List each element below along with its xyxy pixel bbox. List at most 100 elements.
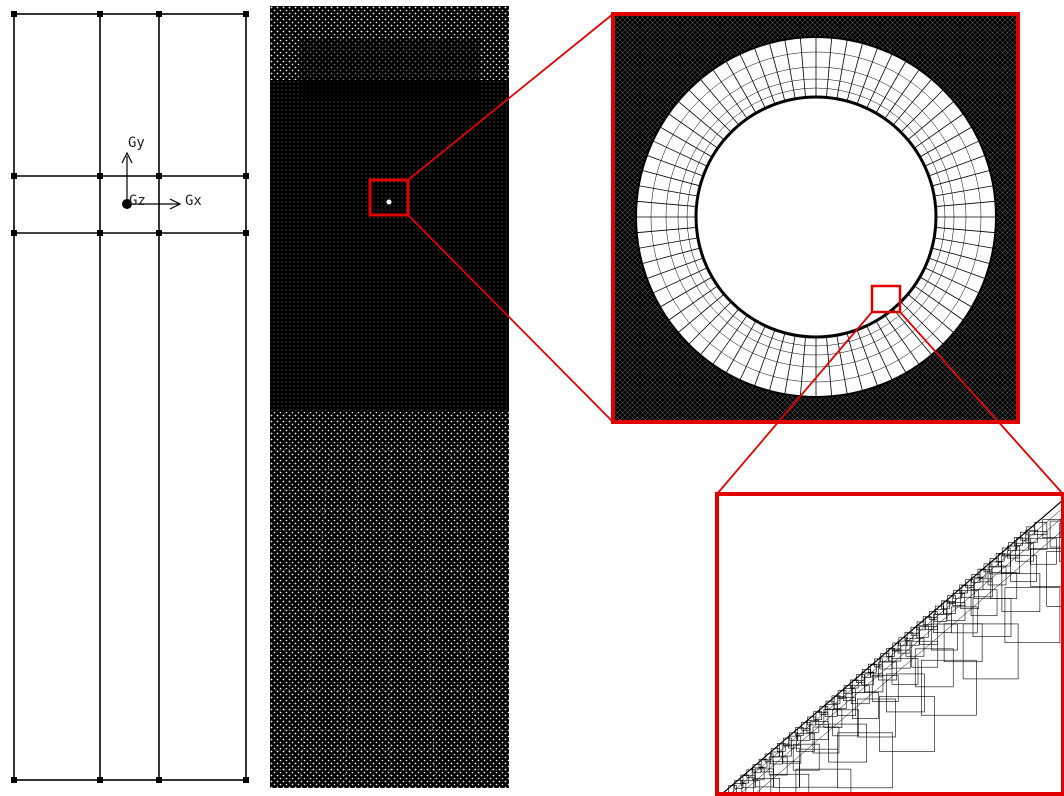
wall-mesh-cell — [1004, 587, 1061, 643]
origin-marker — [122, 199, 132, 209]
wall-mesh-cell — [953, 589, 962, 599]
wall-mesh-cell — [1010, 555, 1037, 582]
wall-mesh-cell — [995, 552, 1005, 562]
wall-mesh-cell — [1007, 542, 1017, 552]
wall-mesh-cell — [831, 695, 841, 705]
wall-inset-frame — [715, 492, 1064, 796]
wall-mesh-cell — [792, 743, 820, 771]
wall-mesh-cell — [783, 737, 792, 747]
wall-mesh-cell — [768, 756, 788, 776]
wall-mesh-cell — [789, 732, 798, 742]
wall-mesh-cell — [1026, 526, 1035, 536]
wall-cells — [728, 519, 1063, 794]
cylinder-mesh-inset — [611, 12, 1020, 424]
wall-mesh-cell — [1015, 542, 1034, 562]
wall-mesh-cell — [795, 727, 804, 736]
wall-mesh-cell — [1001, 547, 1011, 557]
wall-mesh-cell — [849, 679, 859, 689]
wall-mesh-cell — [779, 743, 792, 757]
wall-mesh-cell — [770, 751, 783, 765]
wall-mesh-cell — [1030, 548, 1063, 587]
wall-mesh-cell — [782, 744, 802, 764]
wall-mesh-cell — [1049, 520, 1063, 548]
wall-mesh-cell — [852, 692, 879, 719]
wall-mesh-cell — [897, 640, 911, 654]
wall-mesh-cell — [880, 653, 889, 662]
wall-mesh-cell — [1025, 529, 1039, 543]
wall-mesh-cell — [843, 684, 853, 694]
wall-mesh-cell — [801, 721, 810, 731]
wall-mesh-cell — [752, 764, 762, 773]
wall-mesh-cell — [843, 688, 856, 701]
mesh-dense-core — [270, 80, 509, 410]
wall-mesh-cell — [950, 606, 978, 634]
wall-mesh-cell — [864, 673, 884, 693]
wall-mesh-cell — [891, 658, 919, 685]
wall-mesh-cell — [796, 732, 815, 752]
wall-mesh-cell — [832, 709, 860, 737]
wall-mesh-cell — [979, 569, 993, 583]
domain-mesh-panel — [270, 6, 509, 788]
wall-mesh-cell — [1016, 537, 1029, 551]
wall-mesh-cell — [922, 616, 932, 625]
wall-mesh-cell — [828, 723, 867, 763]
wall-mesh-cell — [934, 609, 947, 622]
wall-mesh-cell — [915, 624, 929, 638]
wall-mesh-cell — [1014, 537, 1023, 546]
wall-mesh-cell — [837, 732, 894, 789]
wall-mesh-cell — [946, 602, 966, 621]
wall-mesh-cell — [916, 621, 926, 631]
wall-mesh-cell — [971, 574, 981, 583]
wall-mesh-cell — [914, 648, 954, 688]
wall-mesh-cell — [970, 589, 998, 617]
wall-mesh-cell — [862, 669, 871, 678]
cylinder-location-marker — [386, 199, 392, 205]
wall-mesh-cell — [910, 626, 920, 636]
wall-mesh-cell — [1059, 523, 1063, 562]
wall-mesh-cell — [959, 584, 968, 594]
wall-mesh-cell — [947, 595, 956, 604]
wall-mesh-cell — [815, 712, 829, 725]
wall-mesh-inset — [715, 492, 1064, 796]
wall-mesh-cell — [751, 767, 765, 781]
wall-mesh-cell — [770, 748, 780, 757]
wall-mesh-cell — [911, 640, 939, 668]
wall-mesh-cell — [742, 775, 756, 789]
wall-mesh-cell — [1001, 573, 1041, 612]
zoom-connectors-2 — [716, 311, 1064, 495]
wall-mesh-cell — [987, 566, 1007, 586]
wall-mesh-cell — [962, 623, 1019, 680]
inset-frame — [611, 12, 1020, 424]
zoom-box-cylinder — [368, 178, 410, 217]
wall-mesh-cell — [868, 663, 877, 673]
wall-mesh-cell — [788, 735, 801, 749]
wall-mesh-cell — [886, 673, 925, 713]
wall-mesh-cell — [898, 637, 908, 647]
wall-mesh-cell — [965, 579, 975, 588]
wall-mesh-cell — [753, 778, 780, 794]
wall-mesh-cell — [734, 780, 743, 789]
wall-mesh-cell — [952, 593, 966, 606]
wall-mesh-cell — [988, 561, 1002, 575]
wall-mesh-cell — [797, 727, 811, 741]
wall-mesh-cell — [825, 700, 835, 710]
domain-outline — [13, 13, 247, 781]
wall-mesh-cell — [861, 672, 874, 686]
wall-mesh-cell — [837, 697, 856, 716]
axis-triad: Gy Gz Gx — [121, 135, 202, 210]
wall-mesh-cell — [1046, 551, 1063, 607]
wall-mesh-cell — [943, 601, 956, 614]
wall-mesh-cell — [972, 598, 1012, 637]
wall-mesh-cell — [733, 783, 747, 794]
wall-mesh-cell — [1042, 519, 1062, 538]
wall-mesh-cell — [919, 626, 938, 645]
zoom-box-wall — [870, 284, 902, 314]
wall-mesh-cell — [878, 661, 897, 681]
axis-label-gy: Gy — [128, 135, 145, 151]
wall-mesh-cell — [935, 605, 944, 615]
wall-mesh-cell — [850, 685, 870, 705]
wall-mesh-cell — [833, 696, 847, 709]
wall-mesh-cell — [807, 716, 816, 726]
wall-mesh-cell — [871, 675, 899, 702]
wall-mesh-cell — [855, 674, 865, 684]
